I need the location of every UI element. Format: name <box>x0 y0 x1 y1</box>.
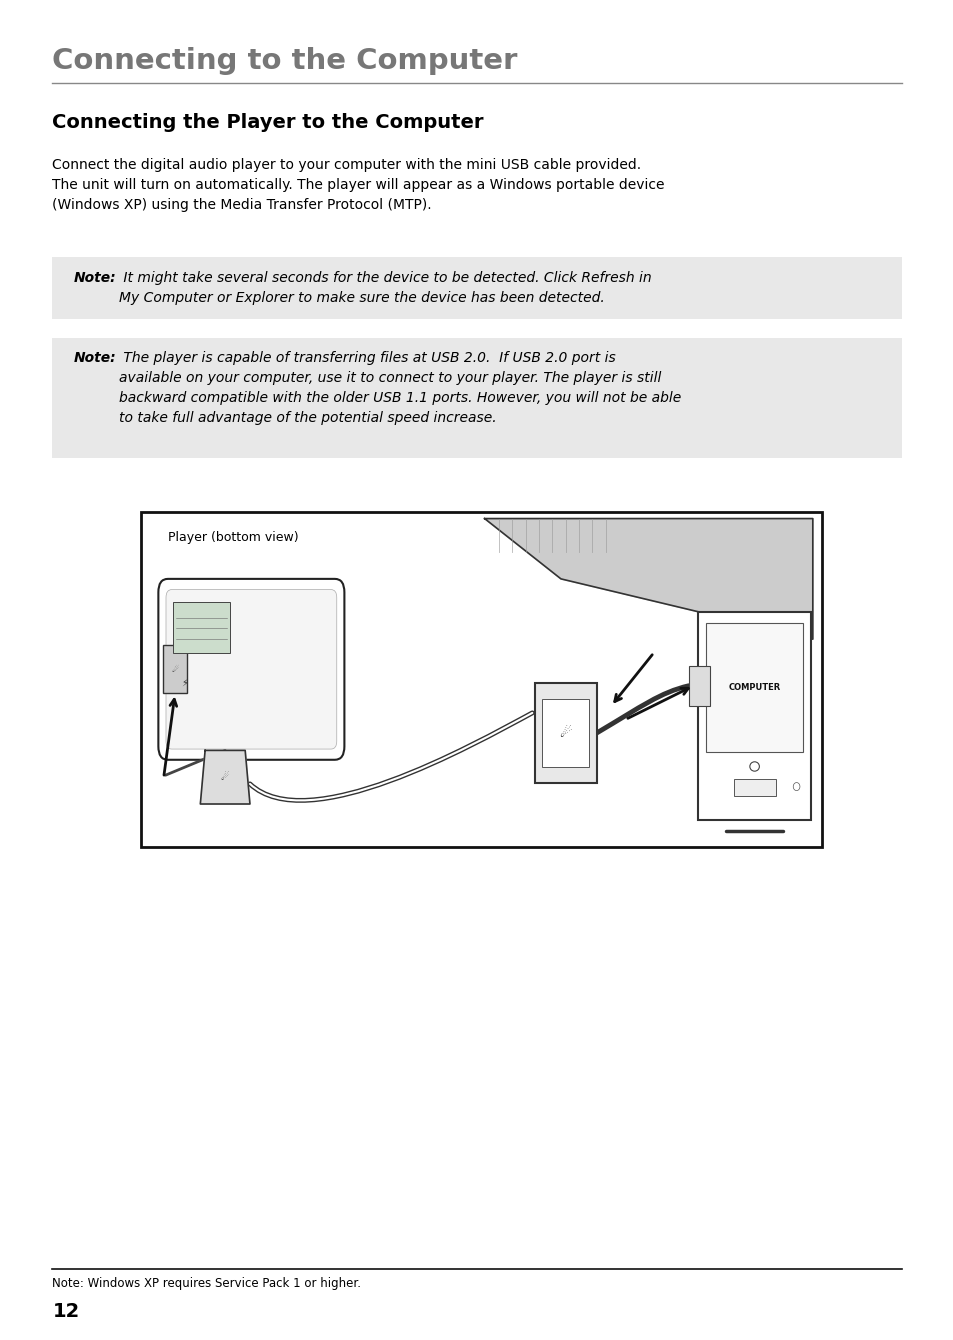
FancyBboxPatch shape <box>158 579 344 760</box>
Bar <box>172 602 230 653</box>
FancyBboxPatch shape <box>52 257 901 319</box>
Ellipse shape <box>749 761 759 772</box>
Text: It might take several seconds for the device to be detected. Click Refresh in
My: It might take several seconds for the de… <box>119 271 651 304</box>
Text: Note:: Note: <box>73 351 116 364</box>
Text: Connecting the Player to the Computer: Connecting the Player to the Computer <box>52 113 483 131</box>
Bar <box>534 682 597 783</box>
Bar <box>163 645 187 694</box>
Text: Note:: Note: <box>73 271 116 284</box>
Bar <box>705 623 802 752</box>
Bar <box>541 699 589 766</box>
Ellipse shape <box>792 783 799 791</box>
Bar <box>688 666 709 706</box>
Text: ☄: ☄ <box>220 772 230 783</box>
Text: Note: Windows XP requires Service Pack 1 or higher.: Note: Windows XP requires Service Pack 1… <box>52 1277 361 1290</box>
Polygon shape <box>200 750 250 804</box>
Text: The player is capable of transferring files at USB 2.0.  If USB 2.0 port is
avai: The player is capable of transferring fi… <box>119 351 680 425</box>
FancyBboxPatch shape <box>52 338 901 458</box>
FancyBboxPatch shape <box>166 590 336 749</box>
Bar <box>141 512 821 847</box>
Text: Player (bottom view): Player (bottom view) <box>168 531 298 544</box>
Text: 12: 12 <box>52 1302 80 1321</box>
Text: Connecting to the Computer: Connecting to the Computer <box>52 47 517 75</box>
Text: COMPUTER: COMPUTER <box>728 683 780 691</box>
Text: ☄: ☄ <box>172 665 178 674</box>
Bar <box>698 612 810 820</box>
Polygon shape <box>484 519 812 639</box>
Text: ⚡: ⚡ <box>181 678 189 687</box>
Text: ☄: ☄ <box>558 726 572 740</box>
Text: Connect the digital audio player to your computer with the mini USB cable provid: Connect the digital audio player to your… <box>52 158 664 212</box>
Bar <box>733 779 775 796</box>
